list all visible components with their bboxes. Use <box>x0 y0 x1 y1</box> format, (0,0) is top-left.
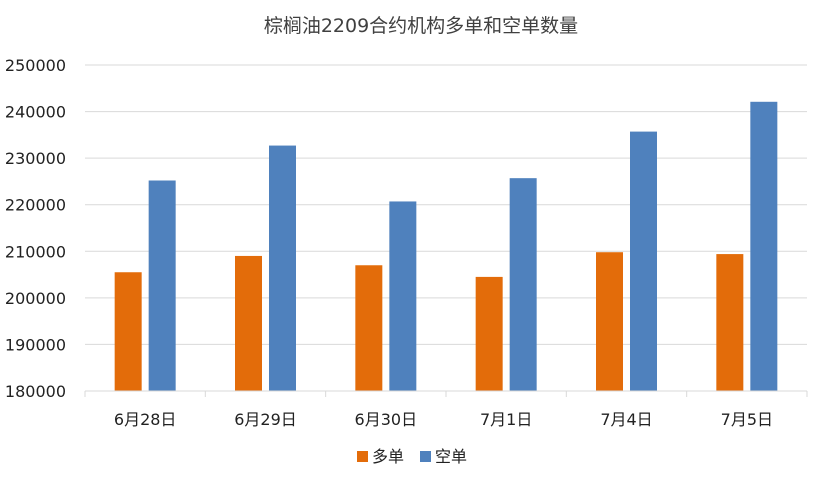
gridlines <box>85 64 807 345</box>
x-category-label: 6月30日 <box>355 410 418 429</box>
bars <box>114 101 778 391</box>
legend-swatch-long <box>357 451 368 462</box>
x-category-label: 7月5日 <box>721 410 773 429</box>
bar-long-3 <box>475 276 503 391</box>
y-tick-label: 240000 <box>5 103 66 122</box>
bar-short-3 <box>509 178 537 391</box>
bar-short-0 <box>148 180 176 391</box>
y-tick-label: 190000 <box>5 335 66 354</box>
bar-short-1 <box>269 145 296 391</box>
legend-label-long: 多单 <box>372 447 404 466</box>
bar-long-5 <box>716 254 744 391</box>
legend: 多单 空单 <box>357 447 467 466</box>
x-category-label: 6月28日 <box>114 410 177 429</box>
bar-long-4 <box>596 252 623 391</box>
bar-long-2 <box>355 265 383 391</box>
y-tick-label: 180000 <box>5 382 66 401</box>
x-category-label: 7月4日 <box>600 410 652 429</box>
bar-short-2 <box>389 201 417 391</box>
y-axis-ticks: 180000 190000 200000 210000 220000 230000 2400… <box>5 56 66 401</box>
x-axis: 6月28日 6月29日 6月30日 7月1日 7月4日 7月5日 <box>84 390 808 429</box>
legend-label-short: 空单 <box>435 447 467 466</box>
chart-title: 棕榈油2209合约机构多单和空单数量 <box>264 15 578 37</box>
y-tick-label: 230000 <box>5 149 66 168</box>
y-tick-label: 210000 <box>5 242 66 261</box>
x-category-label: 6月29日 <box>234 410 297 429</box>
y-tick-label: 220000 <box>5 196 66 215</box>
y-tick-label: 250000 <box>5 56 66 75</box>
x-category-label: 7月1日 <box>480 410 532 429</box>
bar-short-4 <box>630 131 657 391</box>
legend-swatch-short <box>420 451 431 462</box>
bar-short-5 <box>750 101 778 391</box>
y-tick-label: 200000 <box>5 289 66 308</box>
bar-long-0 <box>114 272 142 391</box>
bar-long-1 <box>235 255 262 391</box>
